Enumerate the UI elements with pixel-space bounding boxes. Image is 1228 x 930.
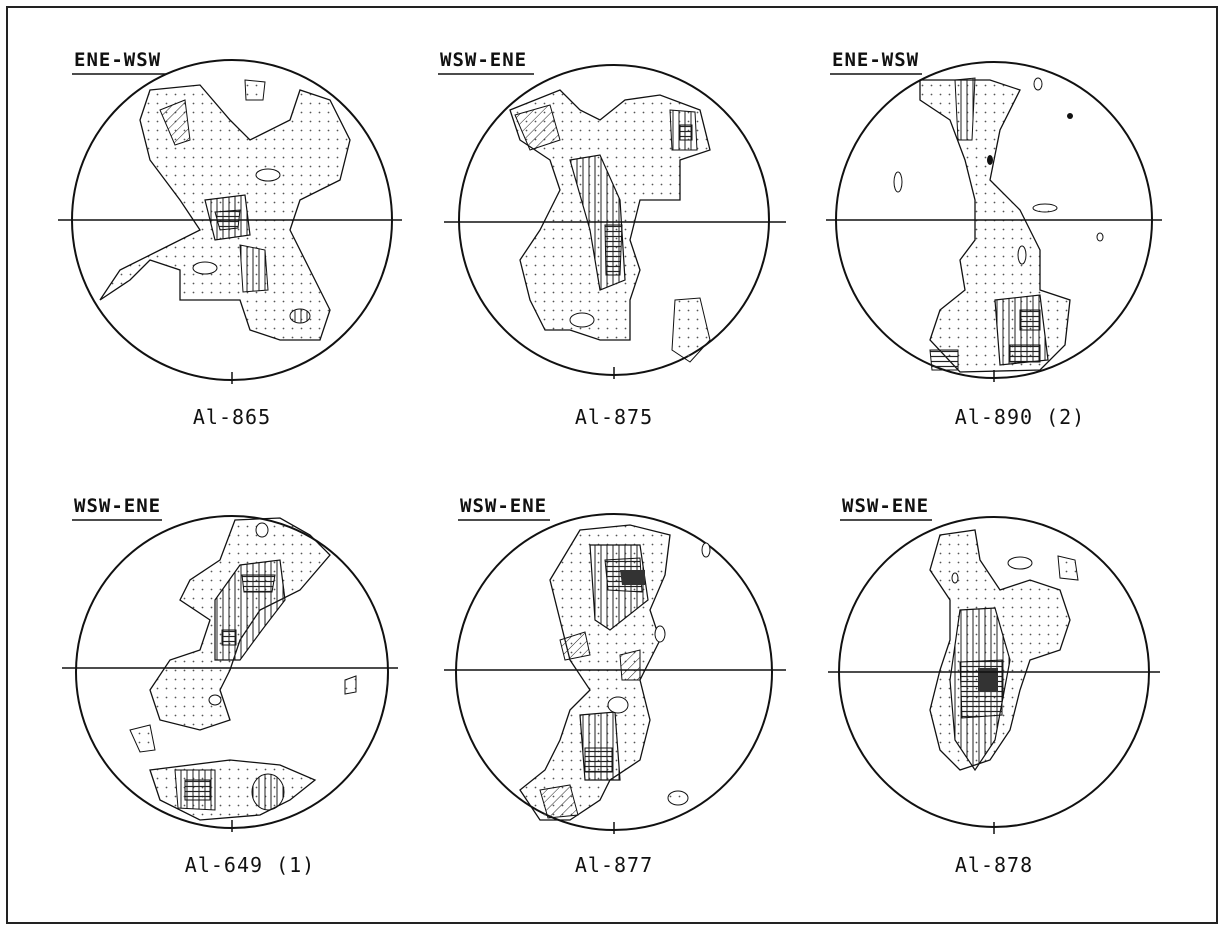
density-contours: [893, 77, 1104, 373]
density-contours: [519, 524, 711, 821]
sample-label: Al-878: [955, 853, 1033, 877]
density-contours: [509, 89, 711, 363]
direction-label: WSW-ENE: [440, 49, 527, 71]
stereonet-al-875: WSW-ENE Al-875: [438, 49, 786, 429]
sample-label: Al-877: [575, 853, 653, 877]
direction-label: WSW-ENE: [842, 495, 929, 517]
sample-label: Al-875: [575, 405, 653, 429]
stereonet-al-865: ENE-WSW Al-865: [58, 49, 402, 429]
sample-label: Al-649 (1): [185, 853, 315, 877]
direction-label: WSW-ENE: [460, 495, 547, 517]
density-contours: [99, 79, 351, 341]
direction-label: WSW-ENE: [74, 495, 161, 517]
stereonet-al-649-1: WSW-ENE Al-649 (1): [62, 495, 398, 877]
stereonet-al-877: WSW-ENE Al-877: [444, 495, 786, 877]
density-contours: [929, 529, 1079, 772]
sample-label: Al-865: [193, 405, 271, 429]
sample-label: Al-890 (2): [955, 405, 1085, 429]
stereonet-al-878: WSW-ENE Al-878: [828, 495, 1160, 877]
stereonet-al-890-2: ENE-WSW Al-890 (2): [826, 49, 1162, 429]
direction-label: ENE-WSW: [832, 49, 919, 71]
density-contours: [129, 517, 357, 821]
direction-label: ENE-WSW: [74, 49, 161, 71]
figure-frame: [6, 6, 1218, 924]
